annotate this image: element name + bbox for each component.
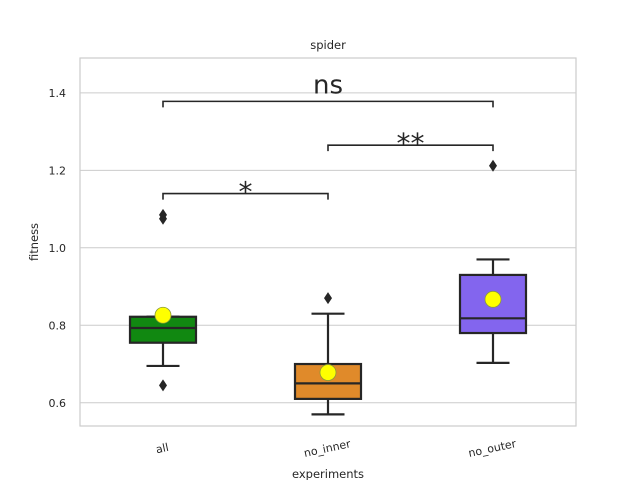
annotation-bracket	[162, 100, 494, 108]
outlier-point	[159, 208, 167, 221]
annotation-bracket	[327, 144, 494, 152]
annotation-label: **	[397, 127, 425, 160]
annotation-all-no_inner: *	[162, 176, 329, 209]
outlier-point	[159, 379, 167, 392]
outlier-point	[324, 292, 332, 305]
x-tick-label: all	[155, 441, 170, 456]
mean-marker	[154, 306, 172, 324]
boxes	[128, 159, 528, 416]
plot-frame	[79, 57, 577, 427]
mean-marker	[484, 290, 502, 308]
y-tick-label: 1.4	[49, 87, 67, 100]
y-tick-labels: 0.6 0.8 1.0 1.2 1.4	[49, 87, 67, 410]
chart-title: spider	[310, 38, 346, 52]
annotation-label: ns	[313, 70, 343, 100]
x-tick-label: no_inner	[303, 437, 353, 460]
outlier-point	[489, 159, 497, 172]
y-axis-label: fitness	[27, 223, 41, 261]
y-tick-label: 0.6	[49, 397, 67, 410]
y-tick-label: 1.0	[49, 242, 67, 255]
x-axis-label: experiments	[292, 467, 364, 480]
box-no_outer	[458, 159, 528, 364]
significance-annotations: ***ns	[162, 70, 494, 209]
mean-marker	[319, 364, 337, 381]
x-tick-label: no_outer	[467, 437, 518, 460]
box-no_inner	[293, 292, 363, 416]
x-tick-labels: all no_inner no_outer	[155, 437, 518, 460]
y-tick-label: 1.2	[49, 164, 67, 177]
box-all	[128, 208, 198, 392]
annotation-no_inner-no_outer: **	[327, 127, 494, 160]
annotation-bracket	[162, 192, 329, 200]
y-tick-label: 0.8	[49, 319, 67, 332]
annotation-all-no_outer: ns	[162, 70, 494, 108]
annotation-label: *	[239, 176, 253, 209]
